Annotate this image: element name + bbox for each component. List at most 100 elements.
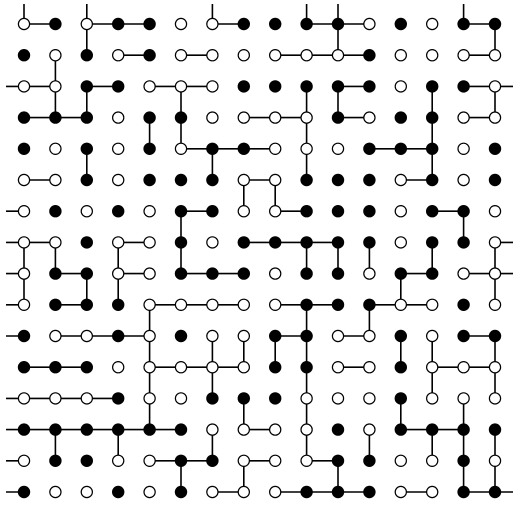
- black-node: [331, 485, 345, 499]
- black-node: [269, 80, 282, 93]
- black-node: [300, 298, 313, 311]
- black-node: [363, 80, 376, 93]
- black-node: [111, 329, 125, 343]
- black-node: [363, 298, 376, 311]
- white-node: [80, 392, 94, 405]
- white-node: [426, 361, 439, 374]
- white-node: [49, 236, 62, 249]
- white-node: [17, 17, 31, 31]
- black-node: [331, 423, 345, 436]
- black-node: [80, 454, 94, 467]
- black-node: [331, 17, 345, 31]
- white-node: [49, 392, 62, 405]
- black-node: [426, 423, 439, 436]
- black-node: [269, 361, 282, 374]
- white-node: [269, 298, 282, 311]
- white-node: [363, 17, 376, 31]
- white-node: [111, 454, 125, 467]
- black-node: [80, 142, 94, 155]
- black-node: [111, 392, 125, 405]
- white-node: [17, 392, 31, 405]
- black-node: [111, 204, 125, 218]
- white-node: [174, 392, 188, 405]
- white-node: [488, 236, 502, 249]
- white-node: [488, 80, 502, 93]
- white-node: [49, 80, 62, 93]
- white-node: [457, 49, 470, 62]
- white-node: [143, 392, 156, 405]
- black-node: [488, 173, 502, 187]
- link-layer: [6, 4, 513, 493]
- black-node: [17, 111, 31, 124]
- black-node: [269, 329, 282, 343]
- white-node: [488, 267, 502, 280]
- black-node: [237, 142, 250, 155]
- black-node: [80, 80, 94, 93]
- white-node: [269, 423, 282, 436]
- black-node: [49, 204, 62, 218]
- white-node: [331, 49, 345, 62]
- black-node: [111, 298, 125, 311]
- white-node: [49, 329, 62, 343]
- white-node: [111, 49, 125, 62]
- black-node: [17, 361, 31, 374]
- white-node: [111, 111, 125, 124]
- black-node: [300, 80, 313, 93]
- black-node: [206, 173, 219, 187]
- white-node: [300, 392, 313, 405]
- black-node: [174, 329, 188, 343]
- black-node: [363, 204, 376, 218]
- black-node: [394, 111, 407, 124]
- white-node: [269, 173, 282, 187]
- white-node: [426, 49, 439, 62]
- black-node: [174, 267, 188, 280]
- white-node: [206, 361, 219, 374]
- black-node: [80, 423, 94, 436]
- white-node: [237, 423, 250, 436]
- white-node: [143, 80, 156, 93]
- white-node: [237, 298, 250, 311]
- white-node: [80, 17, 94, 31]
- black-node: [300, 329, 313, 343]
- black-node: [394, 361, 407, 374]
- white-node: [300, 423, 313, 436]
- white-node: [49, 142, 62, 155]
- white-node: [143, 329, 156, 343]
- black-node: [331, 80, 345, 93]
- white-node: [206, 49, 219, 62]
- white-node: [363, 267, 376, 280]
- black-node: [80, 49, 94, 62]
- white-node: [206, 423, 219, 436]
- white-node: [269, 267, 282, 280]
- black-node: [457, 454, 470, 467]
- black-node: [457, 298, 470, 311]
- white-node: [17, 236, 31, 249]
- white-node: [143, 485, 156, 499]
- black-node: [394, 423, 407, 436]
- black-node: [80, 111, 94, 124]
- black-node: [237, 392, 250, 405]
- black-node: [111, 485, 125, 499]
- white-node: [394, 80, 407, 93]
- black-node: [488, 329, 502, 343]
- black-node: [488, 423, 502, 436]
- black-node: [143, 17, 156, 31]
- white-node: [17, 267, 31, 280]
- black-node: [300, 204, 313, 218]
- white-node: [206, 298, 219, 311]
- black-node: [17, 329, 31, 343]
- black-node: [206, 454, 219, 467]
- white-node: [300, 454, 313, 467]
- black-node: [394, 392, 407, 405]
- black-node: [80, 361, 94, 374]
- black-node: [426, 142, 439, 155]
- black-node: [237, 236, 250, 249]
- white-node: [363, 392, 376, 405]
- white-node: [237, 361, 250, 374]
- black-node: [363, 454, 376, 467]
- white-node: [394, 485, 407, 499]
- white-node: [488, 49, 502, 62]
- black-node: [80, 173, 94, 187]
- white-node: [394, 173, 407, 187]
